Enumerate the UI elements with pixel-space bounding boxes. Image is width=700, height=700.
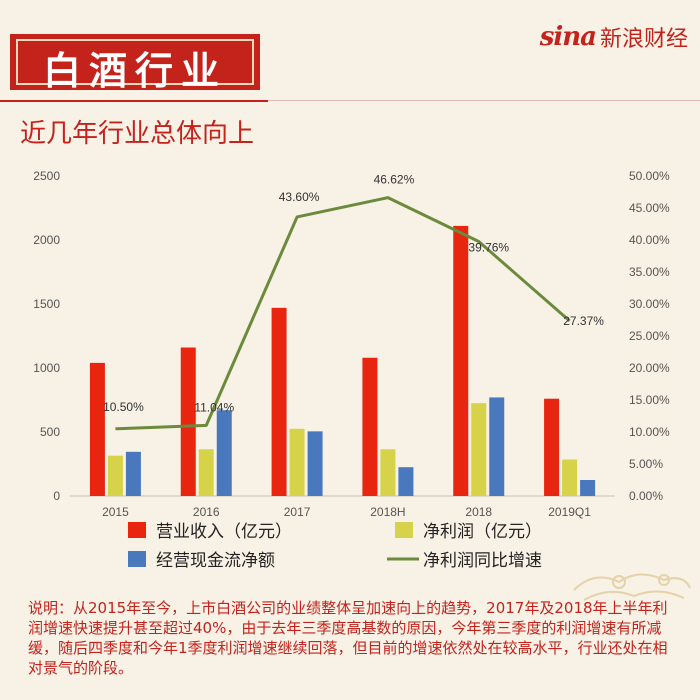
legend-swatch bbox=[395, 522, 413, 538]
x-tick-label: 2015 bbox=[102, 505, 129, 519]
sina-logo-icon: sina bbox=[539, 22, 597, 52]
y-left-tick-label: 2500 bbox=[33, 169, 60, 183]
y-right-tick-label: 20.00% bbox=[629, 361, 670, 375]
net-profit-bar bbox=[107, 455, 123, 496]
combo-chart: 0 500 1000 1500 2000 2500 0.00% 5.00% 10.00% 15.0… bbox=[33, 169, 670, 571]
title-frame bbox=[16, 39, 254, 85]
y-right-tick-label: 15.00% bbox=[629, 393, 670, 407]
y-left-tick-label: 2000 bbox=[33, 233, 60, 247]
brand-name: 新浪财经 bbox=[599, 27, 688, 52]
chart-subtitle: 近几年行业总体向上 bbox=[20, 119, 255, 149]
y-right-tick-label: 45.00% bbox=[629, 201, 670, 215]
title-banner: 白酒行业 bbox=[10, 34, 260, 93]
y-right-tick-label: 30.00% bbox=[629, 297, 670, 311]
revenue-bar bbox=[544, 398, 560, 496]
net-profit-bar bbox=[198, 449, 214, 496]
x-tick-label: 2018H bbox=[370, 505, 405, 519]
legend-swatch bbox=[128, 522, 146, 538]
cash-flow-bar bbox=[580, 480, 596, 496]
growth-data-label: 10.50% bbox=[103, 400, 144, 414]
brand: sina 新浪财经 bbox=[540, 22, 688, 52]
cash-flow-bar bbox=[125, 451, 141, 496]
y-left-tick-label: 500 bbox=[40, 425, 60, 439]
x-tick-label: 2016 bbox=[193, 505, 220, 519]
legend-swatch bbox=[128, 551, 146, 567]
legend-label: 净利润同比增速 bbox=[423, 551, 542, 571]
revenue-bar bbox=[271, 307, 287, 496]
y-left-tick-label: 1500 bbox=[33, 297, 60, 311]
header-rule bbox=[0, 100, 268, 102]
growth-data-label: 46.62% bbox=[374, 173, 415, 187]
revenue-bar bbox=[453, 225, 469, 497]
net-profit-bar bbox=[562, 459, 578, 496]
net-profit-bar bbox=[471, 403, 487, 496]
legend-label: 经营现金流净额 bbox=[156, 551, 275, 571]
y-right-tick-label: 5.00% bbox=[629, 457, 663, 471]
cash-flow-bar bbox=[307, 431, 323, 496]
growth-data-label: 39.76% bbox=[468, 241, 509, 255]
y-right-tick-label: 35.00% bbox=[629, 265, 670, 279]
legend-label: 营业收入（亿元） bbox=[156, 522, 292, 542]
revenue-bar bbox=[180, 347, 196, 496]
growth-line bbox=[115, 196, 571, 431]
y-right-tick-label: 25.00% bbox=[629, 329, 670, 343]
revenue-bar bbox=[362, 357, 378, 496]
growth-data-label: 43.60% bbox=[279, 190, 320, 204]
cash-flow-bar bbox=[489, 397, 505, 496]
revenue-bar bbox=[89, 362, 105, 496]
y-right-tick-label: 50.00% bbox=[629, 169, 670, 183]
x-tick-label: 2019Q1 bbox=[548, 505, 591, 519]
y-right-tick-label: 10.00% bbox=[629, 425, 670, 439]
y-right-tick-label: 40.00% bbox=[629, 233, 670, 247]
growth-data-label: 27.37% bbox=[563, 314, 604, 328]
y-left-tick-label: 0 bbox=[53, 489, 60, 503]
x-tick-label: 2018 bbox=[465, 505, 492, 519]
net-profit-bar bbox=[380, 449, 396, 496]
growth-data-label: 11.04% bbox=[194, 400, 234, 414]
explanation-note: 说明：从2015年至今，上市白酒公司的业绩整体呈加速向上的趋势，2017年及20… bbox=[28, 599, 668, 677]
chart-area: 0 500 1000 1500 2000 2500 0.00% 5.00% 10.00% 15.0… bbox=[0, 160, 700, 600]
y-right-tick-label: 0.00% bbox=[629, 489, 663, 503]
header-rule-extension bbox=[268, 100, 700, 101]
page-title: 白酒行业 bbox=[42, 48, 227, 93]
legend-label: 净利润（亿元） bbox=[423, 522, 542, 542]
y-left-tick-label: 1000 bbox=[33, 361, 60, 375]
cloud-ornament-icon bbox=[573, 573, 691, 601]
x-tick-label: 2017 bbox=[284, 505, 311, 519]
cash-flow-bar bbox=[398, 467, 414, 496]
net-profit-bar bbox=[289, 428, 305, 496]
cash-flow-bar bbox=[216, 410, 232, 496]
